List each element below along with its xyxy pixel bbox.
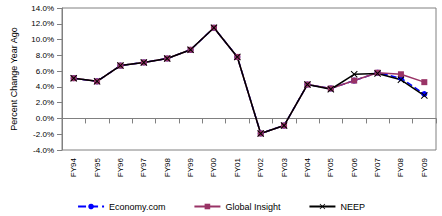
svg-text:12.0%: 12.0%	[31, 19, 54, 28]
svg-text:10.0%: 10.0%	[31, 35, 54, 44]
svg-text:FY01: FY01	[233, 157, 242, 177]
svg-text:2.0%: 2.0%	[36, 98, 54, 107]
svg-text:Global Insight: Global Insight	[225, 202, 281, 212]
svg-text:FY03: FY03	[280, 157, 289, 177]
svg-text:FY09: FY09	[420, 157, 429, 177]
svg-text:8.0%: 8.0%	[36, 51, 54, 60]
svg-text:FY00: FY00	[209, 157, 218, 177]
svg-text:14.0%: 14.0%	[31, 4, 54, 13]
svg-text:6.0%: 6.0%	[36, 67, 54, 76]
svg-text:FY99: FY99	[186, 157, 195, 177]
svg-text:FY08: FY08	[396, 157, 405, 177]
svg-text:FY95: FY95	[93, 157, 102, 177]
svg-text:Economy.com: Economy.com	[109, 202, 165, 212]
svg-text:NEEP: NEEP	[340, 202, 365, 212]
svg-text:FY07: FY07	[373, 157, 382, 177]
svg-text:FY94: FY94	[69, 157, 78, 177]
svg-text:FY05: FY05	[326, 157, 335, 177]
svg-text:4.0%: 4.0%	[36, 82, 54, 91]
svg-text:FY04: FY04	[303, 157, 312, 177]
svg-text:-2.0%: -2.0%	[33, 130, 54, 139]
svg-text:0.0%: 0.0%	[36, 114, 54, 123]
svg-text:FY98: FY98	[163, 157, 172, 177]
svg-text:FY02: FY02	[256, 157, 265, 177]
svg-text:-4.0%: -4.0%	[33, 146, 54, 155]
svg-text:Percent Change Year Ago: Percent Change Year Ago	[9, 27, 19, 131]
svg-text:FY96: FY96	[116, 157, 125, 177]
svg-text:FY06: FY06	[350, 157, 359, 177]
svg-text:FY97: FY97	[139, 157, 148, 177]
